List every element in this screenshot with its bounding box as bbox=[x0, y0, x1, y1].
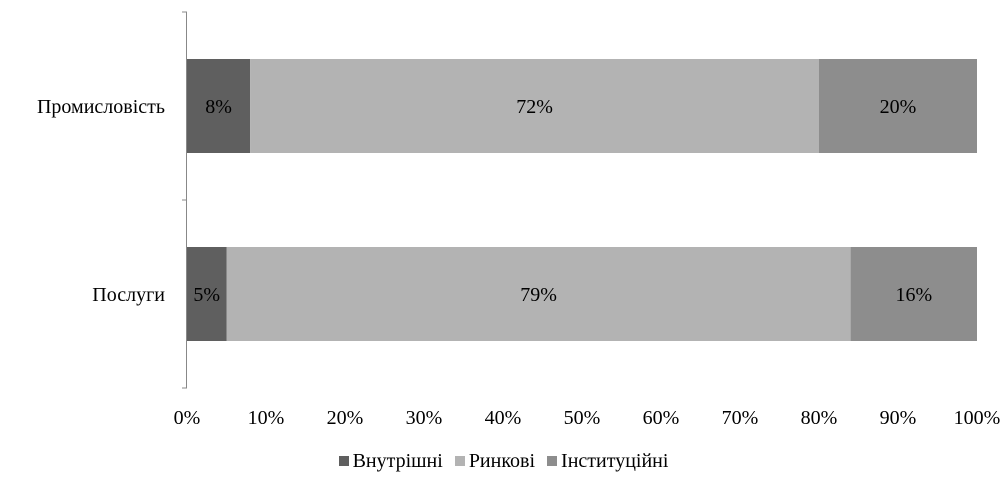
x-tick-label: 50% bbox=[564, 407, 601, 429]
category-label: Послуги bbox=[92, 284, 165, 306]
x-tick-label: 80% bbox=[801, 407, 838, 429]
bar-segment bbox=[187, 59, 251, 153]
data-label: 16% bbox=[895, 284, 932, 306]
bar-segment bbox=[187, 247, 227, 341]
x-tick-label: 10% bbox=[248, 407, 285, 429]
x-tick-label: 90% bbox=[880, 407, 917, 429]
data-label: 72% bbox=[516, 96, 553, 118]
data-label: 8% bbox=[205, 96, 232, 118]
data-label: 5% bbox=[193, 284, 220, 306]
x-tick-label: 70% bbox=[722, 407, 759, 429]
x-tick-label: 60% bbox=[643, 407, 680, 429]
x-tick-label: 30% bbox=[406, 407, 443, 429]
axes-group bbox=[182, 11, 187, 389]
x-tick-label: 20% bbox=[327, 407, 364, 429]
legend-item: Ринкові bbox=[454, 450, 536, 473]
legend-label: Внутрішні bbox=[352, 450, 443, 472]
legend-label: Інституційні bbox=[561, 450, 669, 472]
legend-label: Ринкові bbox=[468, 450, 536, 472]
x-tick-label: 40% bbox=[485, 407, 522, 429]
x-tick-label: 100% bbox=[954, 407, 1001, 429]
legend-swatch bbox=[454, 456, 465, 466]
legend: Внутрішні Ринкові Інституційні bbox=[0, 450, 1007, 473]
data-label: 79% bbox=[520, 284, 557, 306]
bar-segment bbox=[250, 59, 819, 153]
x-tick-label: 0% bbox=[174, 407, 201, 429]
legend-item: Внутрішні bbox=[338, 450, 443, 473]
bars-group bbox=[187, 59, 977, 341]
data-label: 20% bbox=[880, 96, 917, 118]
category-label: Промисловість bbox=[37, 96, 165, 118]
legend-swatch bbox=[338, 456, 349, 466]
bar-segment bbox=[819, 59, 977, 153]
labels-group: 8% 72% 20% Промисловість 5% 79% 16% Послуги 0% 10… bbox=[37, 96, 1000, 429]
legend-swatch bbox=[547, 456, 558, 466]
legend-item: Інституційні bbox=[547, 450, 668, 473]
bar-segment bbox=[850, 247, 977, 341]
bar-segment bbox=[226, 247, 851, 341]
